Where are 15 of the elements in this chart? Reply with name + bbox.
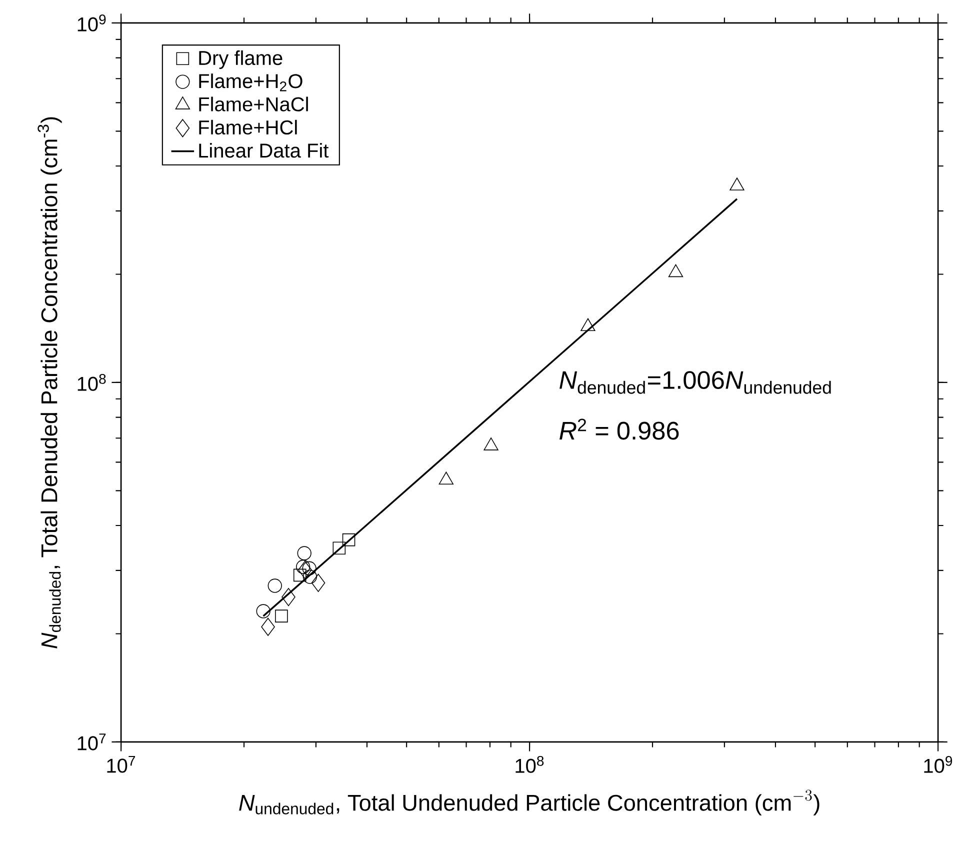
y-tick-label: 10$^{8}$ (78, 374, 106, 391)
legend-label: Flame+NaCl (199, 96, 308, 112)
legend-label: Flame+H$_{2}$O (199, 74, 302, 92)
y-tick-label: 10$^{7}$ (78, 734, 106, 750)
legend-label: Flame+HCl (199, 120, 297, 135)
legend-label: Linear Data Fit (199, 143, 329, 158)
legend-label: Dry flame (199, 50, 282, 70)
x-tick-label: 10$^{8}$ (516, 756, 544, 773)
y-axis-title: N$_{denuded}$, Total Denuded Particle Concentration (cm$^{-3}$) (38, 117, 62, 648)
annotation: $\mathit{N}_{\text{denuded}}\text{=1.006}\mathit{N}_{\text{undenuded}}$ (560, 371, 831, 394)
x-tick-label: 10$^{7}$ (107, 756, 136, 773)
annotation: R$^{2}$ = 0.986 (560, 418, 679, 440)
y-tick-label: 10$^{9}$ (78, 14, 106, 32)
x-tick-label: 10$^{9}$ (924, 756, 952, 773)
x-axis-title: $\mathit{N}_{\text{undenuded}}\text{, Total Undenuded Particle Concentration (cm}^{-3}\text{)}$ (239, 790, 820, 816)
